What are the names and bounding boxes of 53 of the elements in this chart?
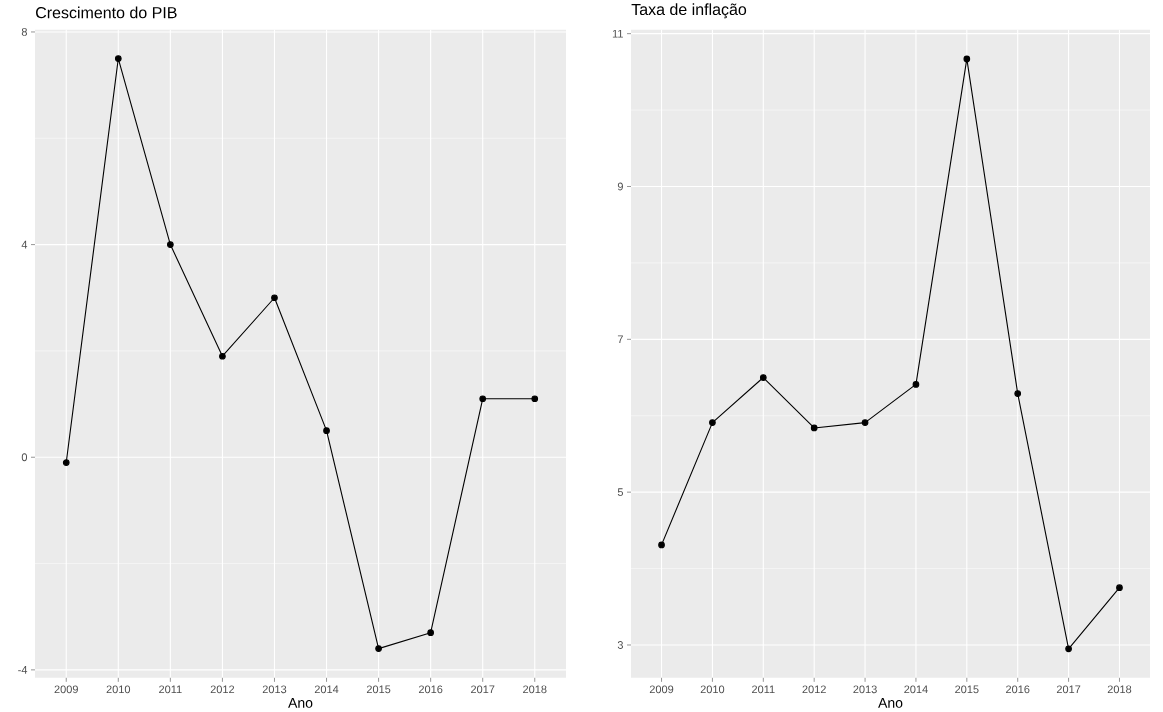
- point: [861, 419, 869, 427]
- point: [912, 381, 920, 388]
- chart-title: Taxa de inflação: [631, 3, 747, 19]
- x-tick-label: 2018: [1107, 685, 1132, 694]
- point: [759, 374, 767, 381]
- x-tick-label: 2015: [955, 685, 979, 694]
- y-tick-label: 7: [617, 335, 623, 344]
- point: [963, 55, 971, 63]
- x-tick-label: 2009: [649, 685, 674, 694]
- point: [62, 459, 70, 466]
- x-tick-label: 2009: [54, 685, 78, 694]
- point: [479, 395, 487, 403]
- point: [271, 294, 278, 302]
- x-tick-label: 2015: [366, 685, 391, 694]
- point: [531, 395, 539, 403]
- point: [375, 645, 382, 653]
- point: [219, 352, 226, 360]
- point: [709, 419, 716, 427]
- point: [810, 424, 818, 432]
- x-axis-title: Ano: [288, 698, 313, 708]
- x-tick-label: 2012: [802, 685, 826, 694]
- point: [658, 541, 665, 549]
- x-tick-label: 2013: [853, 685, 877, 694]
- x-axis-title: Ano: [878, 698, 903, 708]
- x-tick-label: 2014: [314, 685, 339, 694]
- point: [114, 55, 122, 62]
- y-tick-label: 5: [617, 488, 623, 497]
- point: [427, 629, 434, 637]
- point: [1014, 390, 1022, 398]
- point: [1065, 645, 1072, 653]
- point: [1116, 584, 1123, 592]
- y-tick-label: 11: [612, 29, 623, 38]
- y-tick-label: 8: [21, 28, 27, 36]
- x-tick-label: 2017: [471, 685, 495, 694]
- y-tick-label: -4: [18, 666, 28, 674]
- x-tick-label: 2011: [752, 685, 775, 694]
- x-tick-label: 2018: [523, 685, 547, 694]
- x-tick-label: 2011: [159, 685, 182, 694]
- point: [323, 427, 330, 435]
- y-tick-label: 3: [617, 641, 623, 649]
- y-tick-label: 9: [617, 182, 623, 191]
- x-tick-label: 2017: [1056, 685, 1081, 694]
- x-tick-label: 2016: [1006, 685, 1030, 694]
- x-tick-label: 2013: [262, 685, 287, 694]
- y-tick-label: 4: [21, 240, 28, 249]
- y-tick-label: 0: [21, 453, 28, 462]
- x-tick-label: 2010: [106, 685, 131, 694]
- x-tick-label: 2012: [210, 685, 235, 694]
- chart-title: Crescimento do PIB: [36, 6, 177, 19]
- x-tick-label: 2014: [904, 685, 928, 694]
- x-tick-label: 2016: [418, 685, 443, 694]
- point: [167, 241, 174, 249]
- x-tick-label: 2010: [700, 685, 725, 694]
